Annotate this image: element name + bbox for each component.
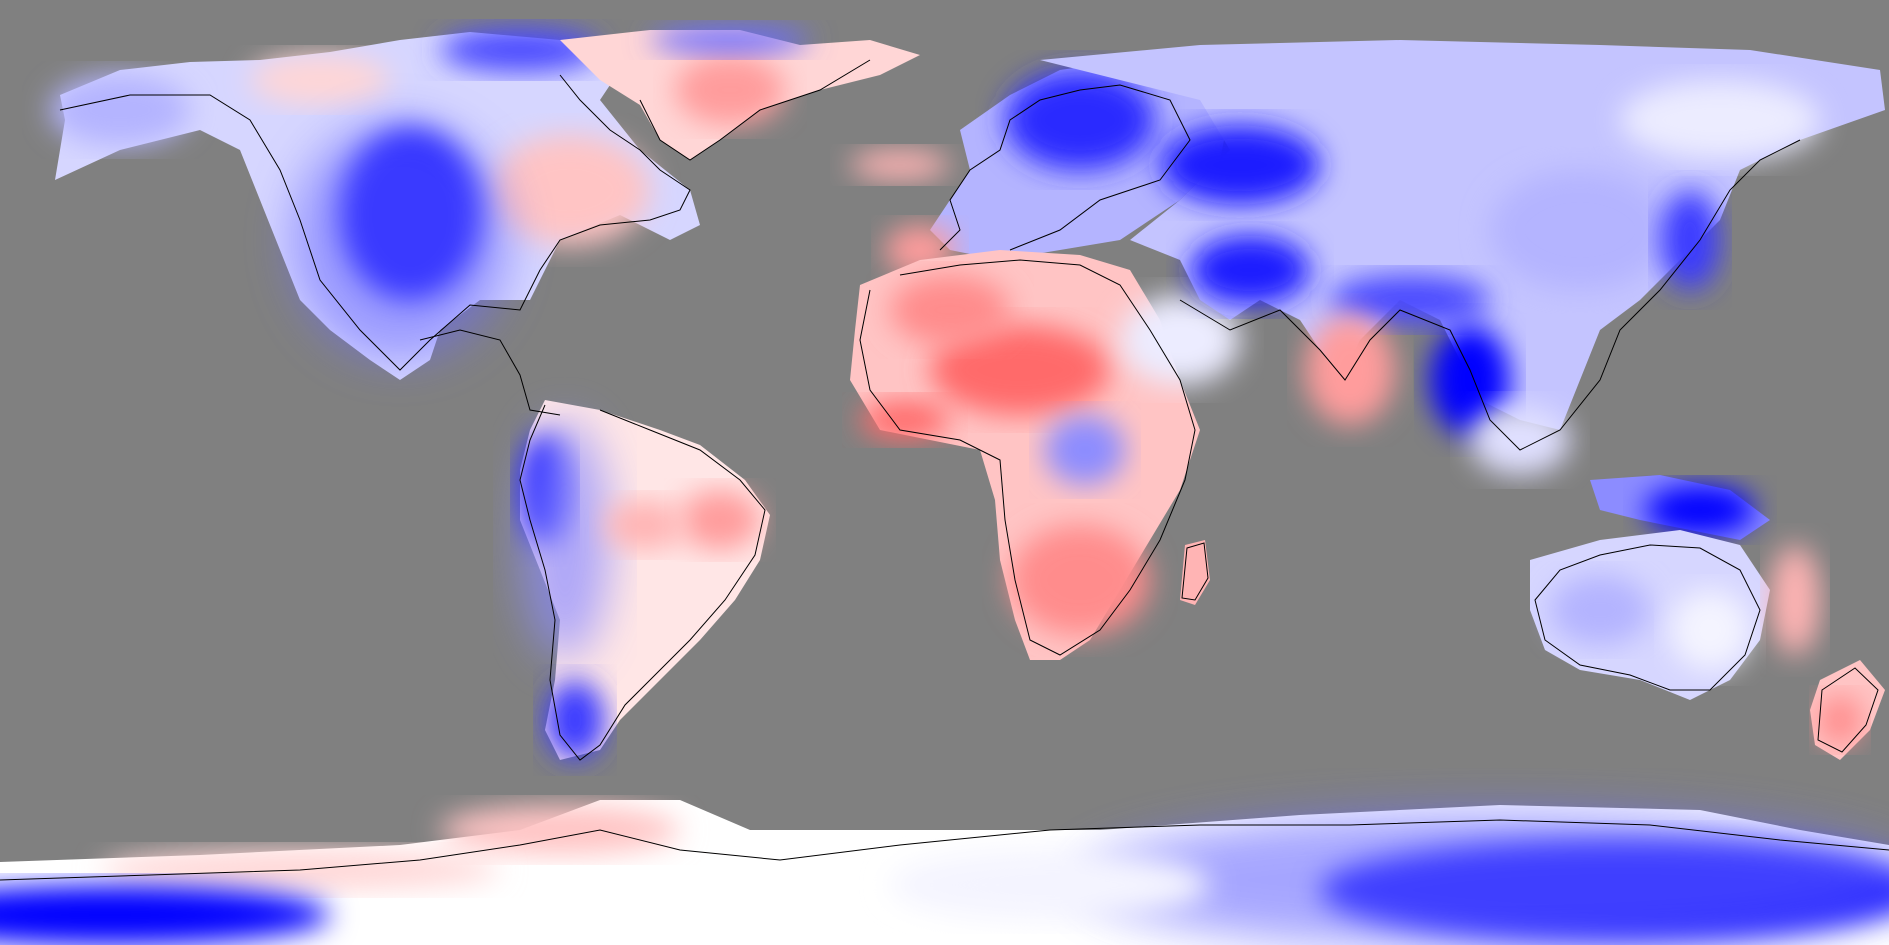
region-north-america [50,28,700,380]
coastline-south-america [519,404,766,761]
australia-cool-west [1550,575,1650,645]
scandinavia-cool [1005,70,1155,170]
siberia-cool [1160,125,1320,205]
region-greenland [560,26,920,160]
greenland-cool-top [650,26,810,54]
west-africa-warm [860,400,950,440]
coastline-gulf [419,329,561,416]
northeast-asia-white [1620,80,1820,160]
alaska-cool [50,75,190,145]
india-warm [1305,315,1395,425]
region-asia [1040,40,1885,475]
atlantic-warm-strip [850,150,950,180]
region-europe [850,60,1230,275]
coastline-north-america [59,74,691,371]
south-america-warm-east [680,490,760,550]
southern-africa-warm [1010,525,1150,635]
region-africa [850,250,1240,660]
pacific-warm-east [1770,545,1820,655]
greenland-warm-core [675,55,785,125]
east-asia-light [1490,170,1670,290]
antarctica-cool-halo [1080,810,1889,945]
coastline-new-zealand [1817,667,1879,753]
new-zealand-warm [1818,695,1862,745]
region-australia [1530,475,1820,700]
central-asia-cool [1190,235,1310,305]
madagascar-landmass [1180,540,1210,605]
new-guinea-cool [1645,485,1755,535]
sahara-warm-west [890,275,1010,345]
coastline-asia [1179,139,1801,451]
north-america-warm-north [250,55,390,105]
australia-white-east [1670,590,1750,670]
coastline-europe [939,84,1191,251]
coastline-australia [1534,544,1761,691]
north-america-cool-halo [290,120,510,360]
coastline-greenland [639,59,871,161]
north-america-warm-east [490,135,650,245]
indochina-white [1470,405,1570,475]
se-asia-cool [1430,325,1510,435]
region-south-america [520,400,770,760]
patagonia-cool [545,680,605,760]
antarctica-cool-west [0,885,330,945]
coastlines [0,59,1889,881]
sahara-warm [930,325,1110,415]
south-america-warm-center [605,500,685,550]
east-africa-cool [1045,415,1125,485]
coastline-madagascar [1181,542,1209,601]
region-antarctica [0,800,1889,945]
antarctica-white-center [890,850,1210,920]
tibet-cool [1330,275,1490,325]
north-america-cool-arctic [440,28,600,72]
japan-cool [1660,190,1720,290]
antarctic-peninsula-warm [440,805,680,855]
south-america-cool-halo [520,420,610,660]
coastline-antarctica [0,819,1889,881]
coastline-africa [859,259,1196,656]
